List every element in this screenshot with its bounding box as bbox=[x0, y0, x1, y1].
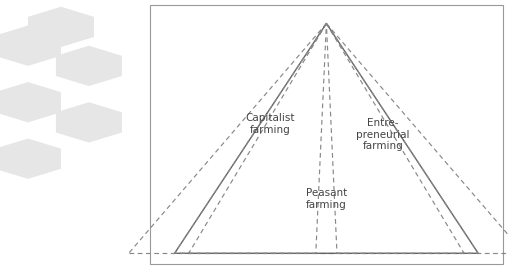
Polygon shape bbox=[56, 102, 122, 143]
Polygon shape bbox=[0, 82, 61, 122]
Polygon shape bbox=[0, 139, 61, 179]
FancyBboxPatch shape bbox=[150, 5, 503, 264]
Text: Capitalist
farming: Capitalist farming bbox=[245, 113, 295, 135]
Polygon shape bbox=[56, 46, 122, 86]
Text: Entre-
preneurial
farming: Entre- preneurial farming bbox=[356, 118, 409, 151]
Text: Peasant
farming: Peasant farming bbox=[306, 188, 347, 210]
Polygon shape bbox=[28, 7, 94, 47]
Polygon shape bbox=[0, 26, 61, 66]
